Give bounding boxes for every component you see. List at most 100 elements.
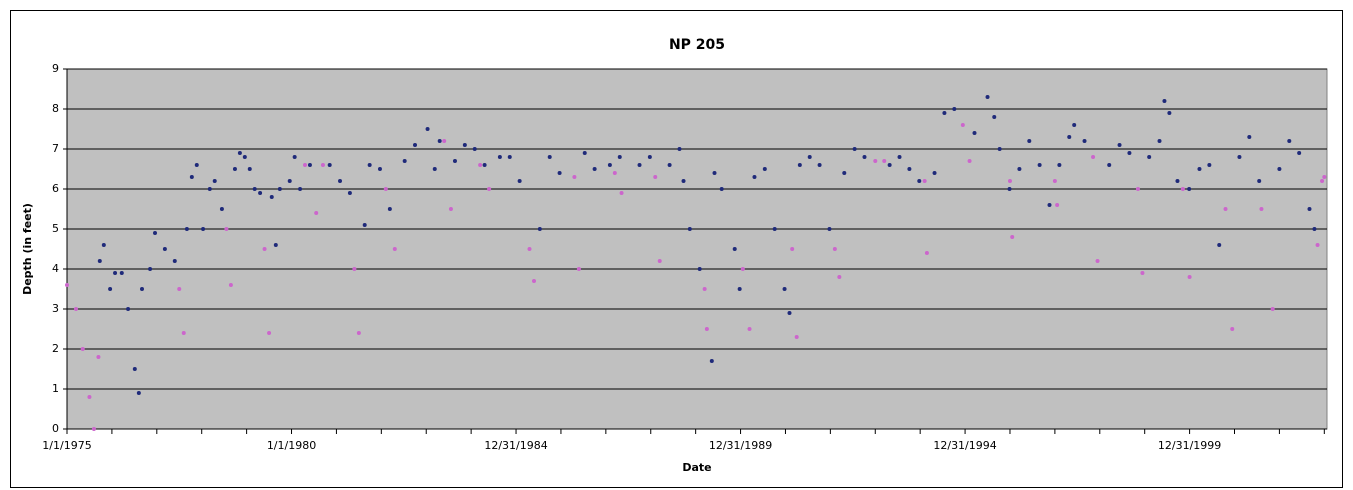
data-point [1320,179,1325,183]
data-point [377,167,382,171]
data-point [207,187,212,191]
data-point [1140,271,1145,275]
data-point [922,179,927,183]
data-point [258,191,263,195]
data-point [527,247,532,251]
data-point [136,391,141,395]
y-tick-label: 6 [52,182,59,195]
data-point [531,279,536,283]
data-point [740,267,745,271]
data-point [181,331,186,335]
data-point [1007,187,1012,191]
data-point [719,187,724,191]
data-point [762,167,767,171]
data-point [153,231,158,235]
data-point [302,163,307,167]
data-point [827,227,832,231]
data-point [298,187,303,191]
data-point [472,147,477,151]
data-point [1307,207,1312,211]
data-point [592,167,597,171]
y-tick-label: 3 [52,302,59,315]
data-point [352,267,357,271]
data-point [576,267,581,271]
data-point [572,175,577,179]
data-point [873,159,878,163]
data-point [862,155,867,159]
data-point [732,247,737,251]
data-point [832,247,837,251]
data-point [681,179,686,183]
data-point [1095,259,1100,263]
data-point [1257,179,1262,183]
data-point [1107,163,1112,167]
data-point [842,171,847,175]
data-point [960,123,965,127]
data-point [1270,307,1275,311]
data-point [269,195,274,199]
data-point [292,155,297,159]
data-point [126,307,131,311]
data-point [1180,187,1185,191]
data-point [1157,139,1162,143]
data-point [277,187,282,191]
data-point [647,155,652,159]
data-point [237,151,242,155]
data-point [162,247,167,251]
data-point [101,243,106,247]
y-axis-label: Depth (in feet) [21,203,34,295]
data-point [887,163,892,167]
data-point [852,147,857,151]
data-point [287,179,292,183]
data-point [985,95,990,99]
data-point [1287,139,1292,143]
data-point [907,167,912,171]
data-point [482,163,487,167]
data-point [307,163,312,167]
data-point [507,155,512,159]
x-tick-label: 1/1/1980 [267,439,316,452]
y-tick-label: 5 [52,222,59,235]
data-point [232,167,237,171]
data-point [478,163,483,167]
data-point [80,347,85,351]
data-point [139,287,144,291]
data-point [747,327,752,331]
data-point [392,247,397,251]
data-point [402,159,407,163]
data-point [817,163,822,167]
data-point [1223,207,1228,211]
data-point [148,267,153,271]
data-point [882,159,887,163]
data-point [1187,187,1192,191]
data-point [219,207,224,211]
data-point [65,283,69,287]
data-point [772,227,777,231]
data-point [314,211,319,215]
data-point [677,147,682,151]
data-point [1052,179,1057,183]
data-point [897,155,902,159]
data-point [224,227,229,231]
x-tick-label: 1/1/1975 [42,439,91,452]
data-point [992,115,997,119]
data-point [807,155,812,159]
data-point [794,335,799,339]
data-point [617,155,622,159]
data-point [1007,179,1012,183]
data-point [442,139,447,143]
data-point [1247,135,1252,139]
data-point [952,107,957,111]
data-point [1197,167,1202,171]
data-point [657,259,662,263]
data-point [242,155,247,159]
data-point [1315,243,1320,247]
data-point [320,163,325,167]
y-tick-label: 8 [52,102,59,115]
data-point [347,191,352,195]
data-point [437,139,442,143]
y-tick-label: 1 [52,382,59,395]
data-point [787,311,792,315]
data-point [383,187,388,191]
